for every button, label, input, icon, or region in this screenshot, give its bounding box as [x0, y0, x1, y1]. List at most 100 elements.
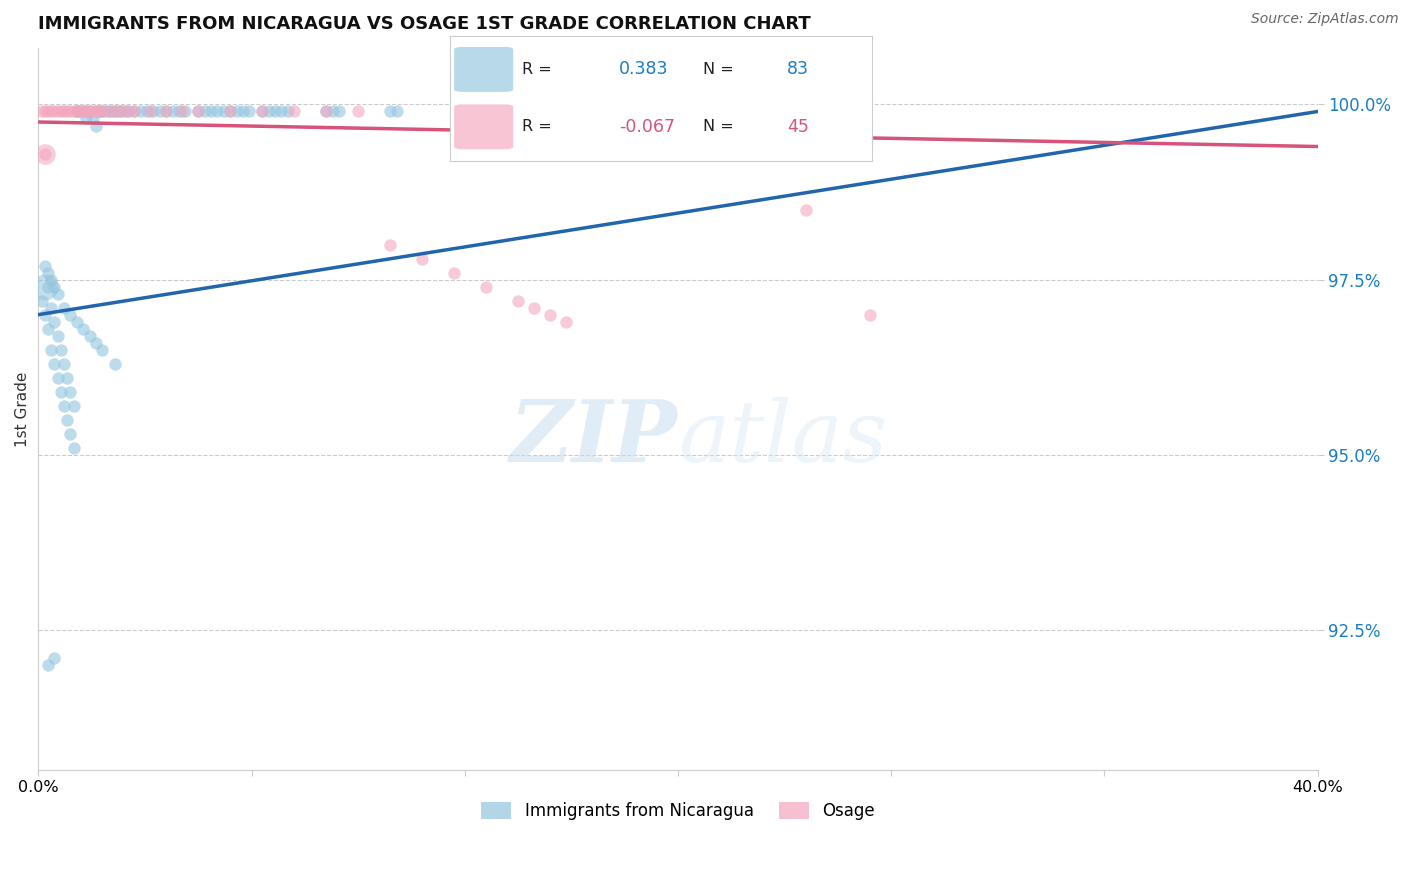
- Point: [52, 357, 75, 371]
- Point: [219, 104, 242, 119]
- Point: [104, 357, 127, 371]
- Text: R =: R =: [522, 120, 551, 135]
- Point: [72, 104, 94, 119]
- Y-axis label: 1st Grade: 1st Grade: [15, 372, 30, 447]
- Point: [411, 252, 433, 266]
- Point: [46, 328, 69, 343]
- Text: 83: 83: [787, 61, 810, 78]
- Text: 0.383: 0.383: [619, 61, 668, 78]
- Point: [52, 399, 75, 413]
- Point: [31, 104, 53, 119]
- Point: [59, 384, 82, 399]
- Point: [56, 413, 79, 427]
- Point: [44, 315, 66, 329]
- Point: [84, 335, 107, 350]
- Point: [225, 104, 247, 119]
- Point: [52, 301, 75, 315]
- Point: [142, 104, 165, 119]
- Point: [136, 104, 159, 119]
- Point: [72, 321, 94, 335]
- Point: [104, 104, 127, 119]
- Point: [155, 104, 177, 119]
- Text: IMMIGRANTS FROM NICARAGUA VS OSAGE 1ST GRADE CORRELATION CHART: IMMIGRANTS FROM NICARAGUA VS OSAGE 1ST G…: [38, 15, 811, 33]
- Point: [104, 104, 127, 119]
- Point: [37, 104, 59, 119]
- Point: [84, 104, 107, 119]
- Point: [84, 104, 107, 119]
- Point: [34, 104, 56, 119]
- Point: [66, 104, 89, 119]
- Point: [66, 315, 89, 329]
- Text: N =: N =: [703, 62, 734, 77]
- Point: [322, 104, 344, 119]
- Point: [187, 104, 209, 119]
- Point: [91, 104, 114, 119]
- Point: [75, 104, 97, 119]
- Point: [378, 104, 401, 119]
- Point: [443, 266, 465, 280]
- Point: [44, 357, 66, 371]
- Point: [91, 343, 114, 357]
- Point: [506, 293, 529, 308]
- Point: [110, 104, 132, 119]
- Point: [44, 104, 66, 119]
- Point: [194, 104, 217, 119]
- Legend: Immigrants from Nicaragua, Osage: Immigrants from Nicaragua, Osage: [475, 795, 882, 827]
- Point: [315, 104, 337, 119]
- Point: [523, 301, 546, 315]
- Point: [37, 321, 59, 335]
- Point: [34, 279, 56, 293]
- Point: [66, 104, 89, 119]
- Point: [172, 104, 194, 119]
- Point: [475, 279, 498, 293]
- Point: [187, 104, 209, 119]
- Point: [97, 104, 120, 119]
- Point: [44, 651, 66, 665]
- Point: [39, 104, 62, 119]
- Point: [200, 104, 222, 119]
- Point: [39, 301, 62, 315]
- Point: [52, 104, 75, 119]
- Point: [87, 104, 110, 119]
- Point: [49, 104, 72, 119]
- Point: [174, 104, 197, 119]
- Point: [75, 104, 97, 119]
- Point: [39, 272, 62, 286]
- Point: [79, 104, 101, 119]
- Point: [117, 104, 139, 119]
- Point: [49, 384, 72, 399]
- Point: [56, 104, 79, 119]
- Point: [66, 104, 89, 119]
- Point: [232, 104, 254, 119]
- Point: [117, 104, 139, 119]
- Text: -0.067: -0.067: [619, 118, 675, 136]
- Point: [315, 104, 337, 119]
- Point: [79, 328, 101, 343]
- Point: [859, 308, 882, 322]
- Point: [257, 104, 280, 119]
- Point: [37, 279, 59, 293]
- Point: [129, 104, 152, 119]
- Point: [46, 286, 69, 301]
- Point: [162, 104, 184, 119]
- Point: [34, 146, 56, 161]
- Point: [49, 343, 72, 357]
- Point: [124, 104, 146, 119]
- Point: [538, 308, 561, 322]
- Point: [39, 343, 62, 357]
- Point: [94, 104, 117, 119]
- Point: [250, 104, 273, 119]
- Point: [46, 370, 69, 384]
- Point: [264, 104, 287, 119]
- Text: Source: ZipAtlas.com: Source: ZipAtlas.com: [1251, 12, 1399, 26]
- Point: [91, 104, 114, 119]
- Point: [87, 104, 110, 119]
- Point: [69, 104, 91, 119]
- Point: [114, 104, 136, 119]
- FancyBboxPatch shape: [454, 104, 513, 149]
- Point: [794, 202, 817, 217]
- Point: [347, 104, 370, 119]
- Point: [62, 399, 84, 413]
- Point: [82, 112, 104, 126]
- Point: [385, 104, 408, 119]
